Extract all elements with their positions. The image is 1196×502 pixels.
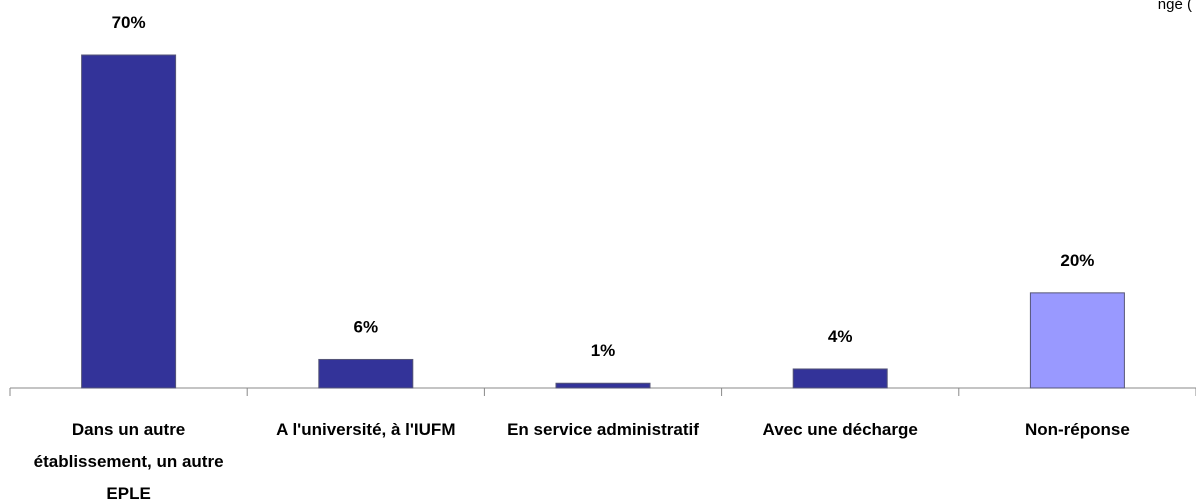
x-tick-label: Non-réponse — [1024, 420, 1130, 439]
value-label: 4% — [828, 327, 853, 346]
bar — [81, 54, 177, 389]
x-tick-label: En service administratif — [507, 420, 699, 439]
annotation: ngé ( — [1157, 0, 1192, 13]
value-label: 1% — [591, 341, 616, 360]
bar — [1029, 292, 1125, 389]
value-label: 6% — [354, 317, 379, 336]
bar — [792, 368, 888, 389]
value-label: 70% — [112, 13, 146, 32]
x-tick-label: Dans un autre établissement, un autre EP… — [33, 420, 224, 502]
bar — [318, 358, 414, 389]
x-tick-label: Avec une décharge — [762, 420, 918, 439]
x-tick-label: A l'université, à l'IUFM — [276, 420, 456, 439]
value-label: 20% — [1060, 251, 1094, 270]
bar — [555, 382, 651, 389]
